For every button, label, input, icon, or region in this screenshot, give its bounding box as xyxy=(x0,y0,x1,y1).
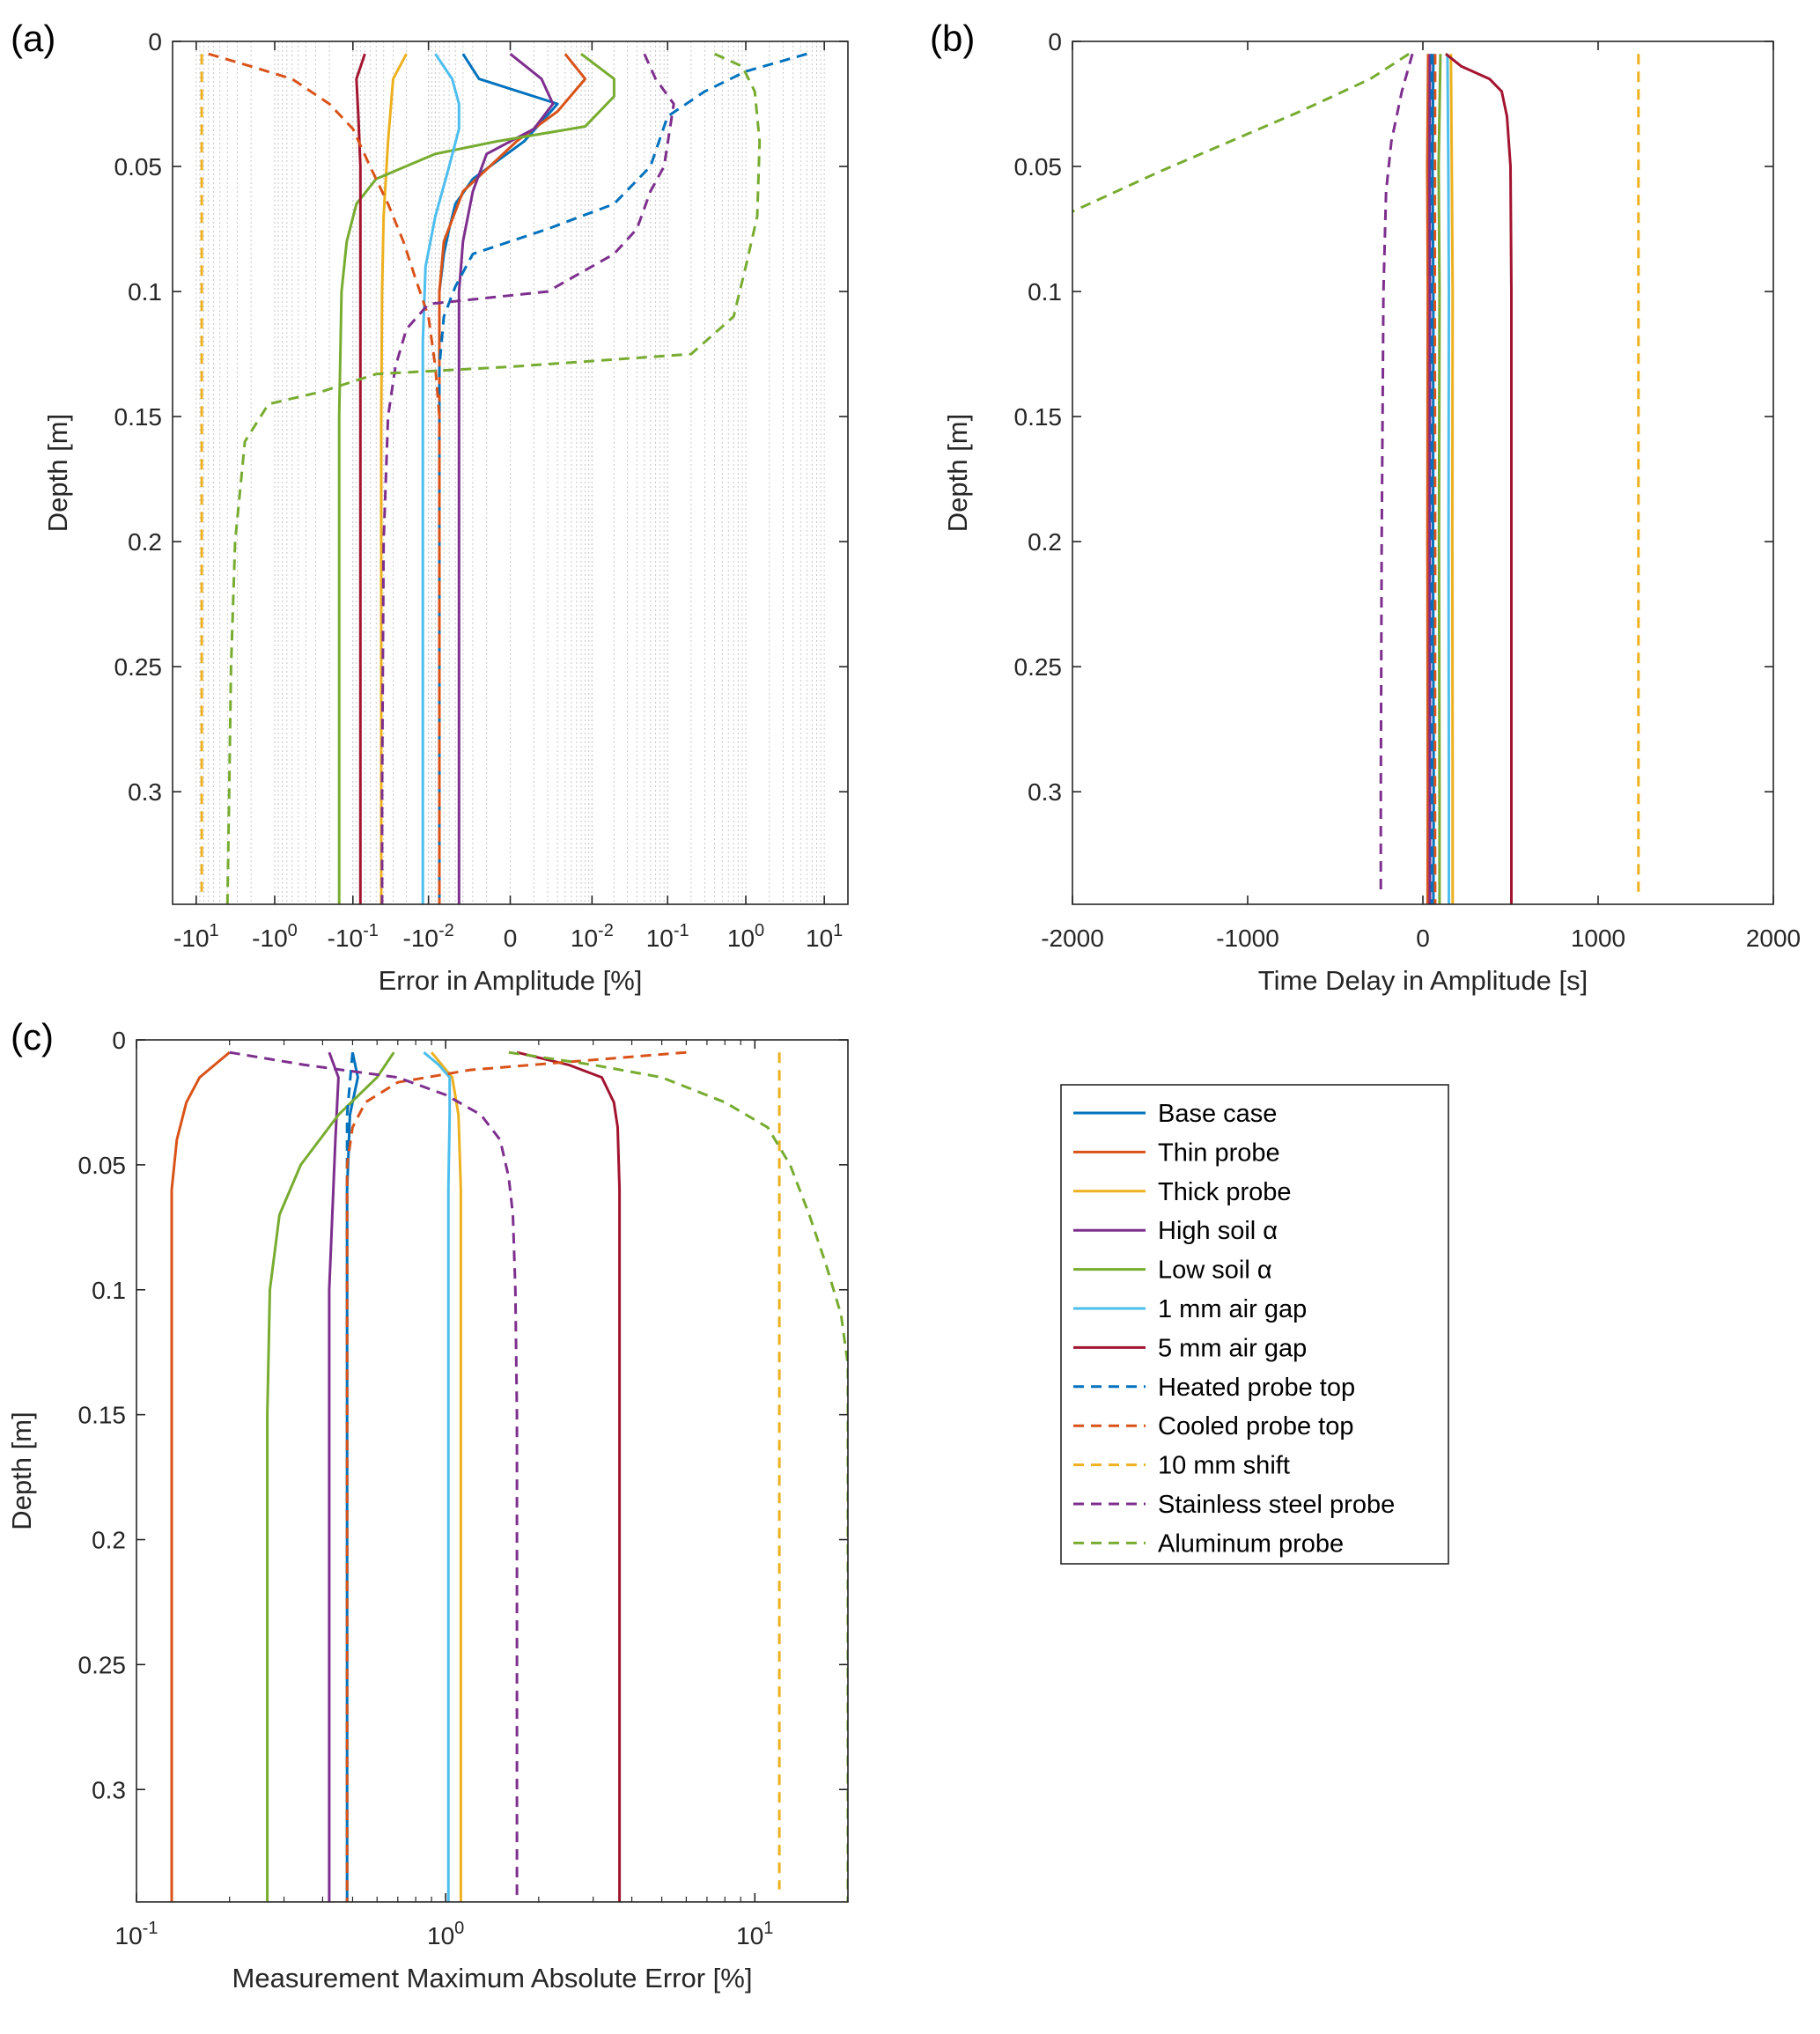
y-axis-label: Depth [m] xyxy=(6,1411,37,1529)
series-line-stainless-steel-probe xyxy=(380,53,675,904)
legend-label: Stainless steel probe xyxy=(1158,1491,1395,1519)
y-tick-label: 0.15 xyxy=(78,1402,127,1429)
legend: Base case Thin probe Thick probe High soil … xyxy=(1060,1084,1449,1565)
y-tick-label: 0 xyxy=(1048,28,1062,55)
series-line-1-mm-air-gap xyxy=(421,53,461,904)
x-tick-label: -10-2 xyxy=(403,921,454,952)
legend-label: Thick probe xyxy=(1158,1178,1292,1206)
y-tick-label: 0.3 xyxy=(128,778,162,806)
x-tick-label: -101 xyxy=(173,921,219,952)
x-tick-label: -100 xyxy=(252,921,298,952)
plot-area xyxy=(1072,41,1773,904)
y-tick-label: 0 xyxy=(148,28,162,55)
y-tick-label: 0.3 xyxy=(92,1776,126,1803)
x-tick-label: -2000 xyxy=(1041,925,1104,952)
panel-label: (b) xyxy=(930,18,975,59)
legend-label: 5 mm air gap xyxy=(1158,1334,1307,1362)
series-line-thin-probe xyxy=(170,1051,231,1902)
y-tick-label: 0.05 xyxy=(1014,153,1063,181)
series-group xyxy=(1072,52,1640,904)
series-line-5-mm-air-gap xyxy=(516,1050,622,1902)
y-tick-label: 0.15 xyxy=(1014,403,1063,431)
series-line-cooled-probe-top xyxy=(208,52,441,904)
y-tick-label: 0.3 xyxy=(1028,778,1062,806)
plot-area xyxy=(136,1040,848,1902)
x-tick-label: 10-1 xyxy=(115,1919,158,1949)
x-tick-label: 100 xyxy=(427,1919,464,1949)
panel-b-chart: -2000 -1000 0 1000 2000 0 0.05 0.1 0.15 0.2 0.25 0.… xyxy=(930,18,1801,996)
legend-label: 10 mm shift xyxy=(1158,1452,1290,1480)
series-line-thick-probe xyxy=(430,1051,462,1902)
panel-c-chart: 10-1 100 101 0 0.05 0.1 0.15 0.2 0.25 0.3 Measurem… xyxy=(6,1016,849,1993)
x-tick-label: 10-1 xyxy=(646,921,689,952)
y-tick-label: 0.2 xyxy=(1028,528,1062,556)
series-group xyxy=(200,52,807,904)
series-line-high-soil- xyxy=(457,53,555,904)
panel-label: (c) xyxy=(11,1016,54,1058)
y-tick-label: 0.25 xyxy=(114,653,163,681)
x-tick-label: 101 xyxy=(806,921,843,952)
series-line-1-mm-air-gap xyxy=(1446,54,1450,904)
series-line-low-soil- xyxy=(337,53,615,904)
legend-label: Heated probe top xyxy=(1158,1374,1355,1402)
series-line-aluminum-probe xyxy=(1072,52,1410,213)
x-axis-label: Error in Amplitude [%] xyxy=(379,965,643,996)
series-line-low-soil- xyxy=(266,1051,395,1902)
series-line-thin-probe xyxy=(1426,54,1430,904)
y-tick-label: 0.2 xyxy=(92,1527,126,1554)
x-tick-label: 0 xyxy=(504,925,518,952)
x-tick-label: -1000 xyxy=(1216,925,1279,952)
x-tick-label: -10-1 xyxy=(328,921,379,952)
y-tick-label: 0.25 xyxy=(1014,653,1063,681)
x-axis-label: Measurement Maximum Absolute Error [%] xyxy=(232,1963,753,1993)
y-tick-label: 0.1 xyxy=(1028,278,1062,306)
y-tick-label: 0.2 xyxy=(128,528,162,556)
y-axis-label: Depth [m] xyxy=(942,414,973,532)
legend-box xyxy=(1060,1084,1449,1565)
y-tick-label: 0.15 xyxy=(114,403,163,431)
panel-label: (a) xyxy=(11,18,55,59)
x-tick-label: 10-2 xyxy=(571,921,614,952)
series-line-aluminum-probe xyxy=(225,52,762,904)
series-line-high-soil- xyxy=(328,1051,340,1902)
legend-label: Cooled probe top xyxy=(1158,1412,1354,1441)
series-line-5-mm-air-gap xyxy=(1444,53,1513,904)
legend-label: Aluminum probe xyxy=(1158,1529,1344,1558)
legend-label: Base case xyxy=(1158,1100,1277,1128)
legend-label: High soil α xyxy=(1158,1217,1278,1245)
y-tick-label: 0.05 xyxy=(114,153,163,181)
x-tick-label: 1000 xyxy=(1571,925,1625,952)
y-axis-label: Depth [m] xyxy=(42,414,73,532)
y-tick-label: 0.1 xyxy=(128,278,162,306)
series-line-stainless-steel-probe xyxy=(229,1050,519,1902)
legend-label: 1 mm air gap xyxy=(1158,1295,1307,1323)
series-line-thick-probe xyxy=(1449,54,1455,904)
x-tick-label: 100 xyxy=(727,921,764,952)
series-line-low-soil- xyxy=(1437,54,1442,904)
x-axis-label: Time Delay in Amplitude [s] xyxy=(1258,965,1588,996)
panel-a-chart: -101 -100 -10-1 -10-2 0 10-2 10-1 100 101 0 0.05 0.… xyxy=(11,18,849,996)
x-tick-label: 0 xyxy=(1416,925,1430,952)
axes-box xyxy=(136,1039,849,1903)
y-tick-label: 0.05 xyxy=(78,1152,127,1179)
series-line-5-mm-air-gap xyxy=(355,53,366,904)
series-line-cooled-probe-top xyxy=(345,1050,687,1902)
y-tick-label: 0.25 xyxy=(78,1651,127,1678)
legend-label: Low soil α xyxy=(1158,1257,1272,1285)
series-group xyxy=(170,1050,848,1902)
y-tick-label: 0.1 xyxy=(92,1277,126,1304)
y-tick-label: 0 xyxy=(112,1027,126,1054)
series-line-1-mm-air-gap xyxy=(423,1051,452,1902)
x-tick-label: 101 xyxy=(736,1919,773,1949)
x-tick-label: 2000 xyxy=(1746,925,1801,952)
legend-label: Thin probe xyxy=(1158,1139,1280,1167)
